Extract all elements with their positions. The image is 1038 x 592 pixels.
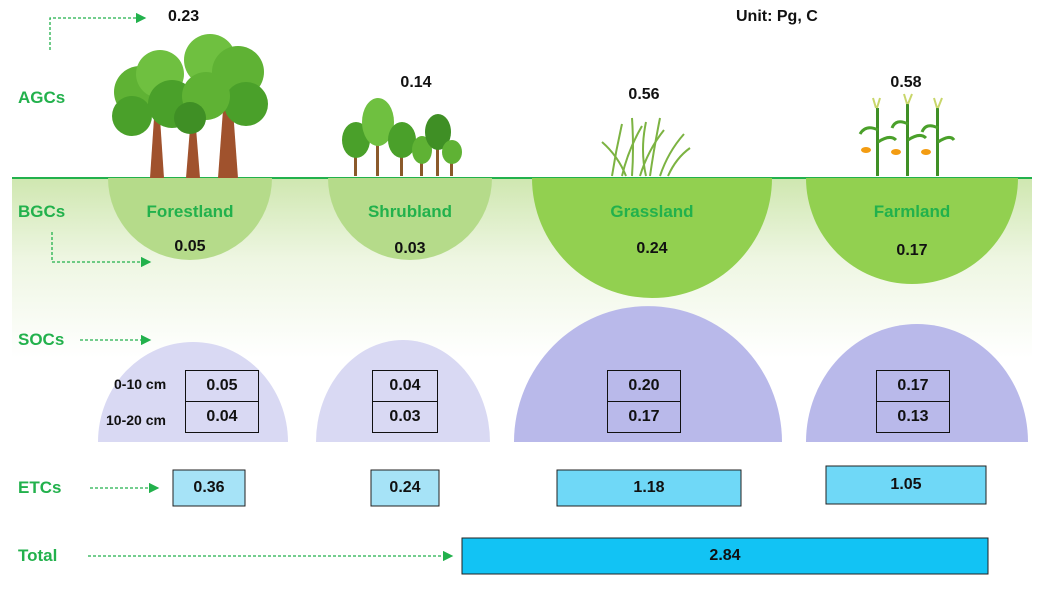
agc-value-shrubland: 0.14 bbox=[400, 74, 432, 91]
land-name-farmland: Farmland bbox=[873, 202, 951, 221]
etc-value-grassland: 1.18 bbox=[633, 479, 665, 496]
soc-semicircle-shrubland bbox=[316, 340, 490, 442]
soc-10-20-farmland: 0.13 bbox=[876, 401, 950, 433]
depth-label-0-10: 0-10 cm bbox=[114, 376, 167, 392]
etc-value-forestland: 0.36 bbox=[193, 479, 225, 496]
etc-box-farmland bbox=[825, 465, 987, 505]
soc-semicircle-grassland bbox=[514, 306, 782, 442]
depth-label-10-20: 10-20 cm bbox=[106, 412, 166, 428]
soc-0-10-grassland: 0.20 bbox=[607, 370, 681, 402]
soc-10-20-shrubland: 0.03 bbox=[372, 401, 438, 433]
etc-value-farmland: 1.05 bbox=[890, 476, 922, 493]
etc-box-grassland bbox=[556, 469, 742, 507]
agc-value-grassland: 0.56 bbox=[628, 86, 660, 103]
etc-row-label: ETCs bbox=[18, 478, 62, 497]
soc-0-10-farmland: 0.17 bbox=[876, 370, 950, 402]
land-name-forestland: Forestland bbox=[146, 202, 234, 221]
forest-trees-icon bbox=[112, 34, 268, 178]
soc-10-20-forestland: 0.04 bbox=[185, 401, 259, 433]
soc-semicircle-forestland bbox=[98, 342, 288, 442]
agc-value-farmland: 0.58 bbox=[890, 74, 922, 91]
soc-10-20-grassland: 0.17 bbox=[607, 401, 681, 433]
bgc-value-shrubland: 0.03 bbox=[394, 240, 426, 257]
bgc-semicircle-grassland bbox=[532, 178, 772, 298]
agc-arrow bbox=[49, 12, 147, 50]
bgc-row-label: BGCs bbox=[18, 202, 66, 221]
soc-0-10-shrubland: 0.04 bbox=[372, 370, 438, 402]
grass-icon bbox=[601, 117, 691, 177]
bgc-value-forestland: 0.05 bbox=[174, 238, 206, 255]
bgc-value-grassland: 0.24 bbox=[636, 240, 668, 257]
soc-0-10-forestland: 0.05 bbox=[185, 370, 259, 402]
bgc-value-farmland: 0.17 bbox=[896, 242, 928, 259]
agc-row-label: AGCs bbox=[18, 88, 66, 107]
etc-box-forestland bbox=[172, 469, 246, 507]
land-name-grassland: Grassland bbox=[610, 202, 694, 221]
soc-semicircle-farmland bbox=[806, 324, 1028, 442]
shrubs-icon bbox=[342, 98, 462, 176]
unit-label: Unit: Pg, C bbox=[736, 8, 818, 25]
bgc-semicircle-farmland bbox=[806, 178, 1018, 284]
soc-row-label: SOCs bbox=[18, 330, 65, 349]
bgc-arrow bbox=[51, 232, 152, 268]
etc-box-shrubland bbox=[370, 469, 440, 507]
total-value: 2.84 bbox=[709, 547, 741, 564]
corn-icon bbox=[858, 93, 956, 176]
total-row-label: Total bbox=[18, 546, 58, 565]
bgc-semicircle-forestland bbox=[108, 178, 272, 260]
etc-value-shrubland: 0.24 bbox=[389, 479, 421, 496]
bgc-semicircle-shrubland bbox=[328, 178, 492, 260]
agc-value-forestland: 0.23 bbox=[168, 8, 200, 25]
total-bar bbox=[461, 537, 989, 575]
land-name-shrubland: Shrubland bbox=[367, 202, 453, 221]
